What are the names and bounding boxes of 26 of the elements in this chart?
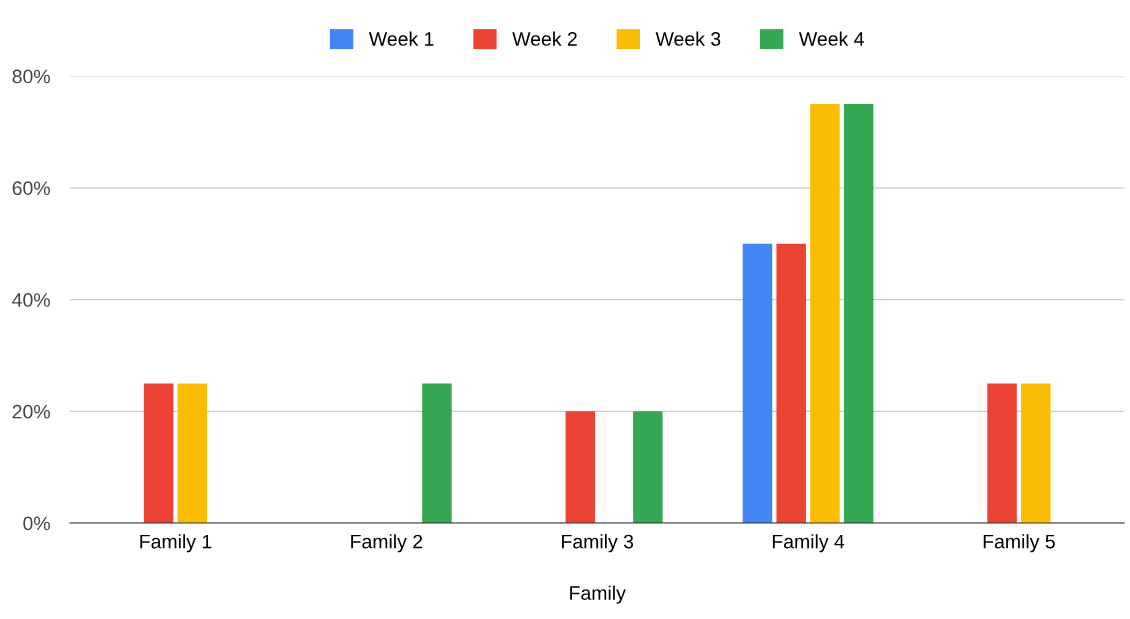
bar (810, 104, 840, 524)
y-tick-label: 0% (23, 516, 50, 531)
bar (565, 411, 596, 524)
x-tick-label: Family 5 (983, 534, 1055, 553)
x-tick-label: Family 3 (562, 534, 634, 553)
bar (987, 383, 1017, 524)
y-tick-label: 20% (12, 404, 50, 419)
y-tick-label: 60% (12, 181, 50, 196)
bar (1021, 383, 1051, 524)
bar (143, 383, 174, 524)
legend-label: Week 1 (368, 31, 434, 46)
bar (177, 383, 208, 524)
legend-label: Week 2 (512, 31, 577, 46)
x-axis-title: Family (570, 585, 626, 604)
x-tick-label: Family 4 (772, 534, 845, 553)
bar (843, 104, 874, 524)
legend-label: Week 3 (655, 31, 721, 46)
y-tick-label: 80% (12, 69, 50, 84)
x-tick-label: Family 2 (351, 534, 423, 553)
bar (776, 243, 806, 524)
x-tick-label: Family 1 (140, 534, 212, 553)
bar (742, 243, 773, 524)
bar (633, 411, 663, 524)
bar (422, 383, 452, 524)
y-tick-label: 40% (12, 293, 50, 307)
legend-label: Week 4 (798, 31, 864, 46)
